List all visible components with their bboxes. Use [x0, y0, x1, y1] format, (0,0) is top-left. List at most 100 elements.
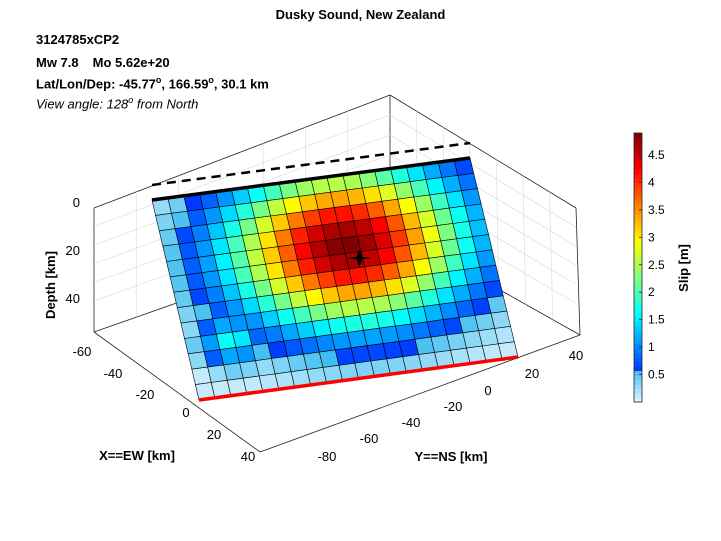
colorbar-swatch [634, 343, 642, 349]
fault-top-edge [151, 156, 471, 202]
y-tick-label: 20 [525, 366, 539, 381]
slip-cell [490, 310, 511, 329]
axis-edge [93, 94, 391, 209]
z-tick-label: 40 [66, 291, 80, 306]
colorbar-swatch [634, 209, 642, 215]
colorbar-swatch [634, 236, 642, 242]
y-tick-label: 40 [569, 348, 583, 363]
colorbar-swatch [634, 289, 642, 295]
location-line: Lat/Lon/Dep: -45.77o, 166.59o, 30.1 km [36, 75, 269, 92]
z-tick-label: 0 [73, 195, 80, 210]
x-tick-label: 40 [241, 449, 255, 464]
axis-edge [575, 207, 581, 336]
slip-cell [457, 172, 478, 192]
degree-symbol: o [208, 75, 214, 85]
axis-edge [93, 331, 261, 453]
axis-labels: Depth [km] X==EW [km] Y==NS [km] [43, 251, 487, 464]
colorbar: 0.5 1 1.5 2 2.5 3 3.5 4 4.5 [633, 132, 665, 403]
colorbar-swatch [634, 276, 642, 282]
colorbar-swatch [634, 307, 642, 313]
colorbar-tick-label: 3 [648, 230, 655, 244]
colorbar-tick-label: 0.5 [648, 368, 665, 382]
colorbar-swatch [634, 213, 642, 219]
colorbar-swatch [634, 393, 642, 399]
colorbar-swatch [634, 186, 642, 192]
grid-line [522, 175, 527, 305]
colorbar-swatch [634, 280, 642, 286]
colorbar-swatch [634, 316, 642, 322]
hypocenter-star [346, 249, 372, 268]
surface-trace-line [151, 141, 471, 187]
y-axis-label: Y==NS [km] [415, 449, 488, 464]
depth: 30.1 km [221, 76, 269, 92]
hypocenter-marker [346, 249, 372, 268]
fault-bottom-edge [198, 355, 519, 402]
slip-cell [494, 326, 515, 345]
colorbar-tick-label: 2 [648, 285, 655, 299]
grid-line [389, 134, 577, 247]
colorbar-swatch [634, 204, 642, 210]
colorbar-tick-label: 2.5 [648, 258, 665, 272]
colorbar-swatch [634, 245, 642, 251]
colorbar-swatch [634, 285, 642, 291]
event-id: 3124785xCP2 [36, 32, 120, 47]
colorbar-swatch [634, 195, 642, 201]
degree-symbol: o [155, 75, 162, 85]
view-angle: View angle: 128o from North [36, 95, 198, 111]
y-tick-label: -80 [318, 449, 337, 464]
z-axis-label: Depth [km] [43, 251, 58, 319]
y-tick-label: -60 [360, 431, 379, 446]
colorbar-frame [633, 132, 643, 403]
x-axis-label: X==EW [km] [99, 448, 175, 463]
colorbar-swatch [634, 294, 642, 300]
colorbar-swatch [634, 303, 642, 309]
colorbar-tick-label: 4.5 [648, 148, 665, 162]
colorbar-swatch [634, 325, 642, 331]
colorbar-swatch [634, 388, 642, 394]
magnitude-line: Mw 7.8 Mo 5.62e+20 [36, 55, 170, 70]
colorbar-tick-label: 1.5 [648, 313, 665, 327]
colorbar-swatch [634, 357, 642, 363]
x-tick-label: 0 [182, 405, 189, 420]
x-tick-label: -20 [136, 387, 155, 402]
slip-cell [468, 218, 489, 238]
colorbar-swatch [634, 168, 642, 174]
grid-line [389, 114, 577, 228]
colorbar-swatch [634, 155, 642, 161]
colorbar-swatch [634, 384, 642, 390]
slip-cells [151, 157, 519, 401]
axis-edge [259, 334, 581, 453]
slip-cell [472, 234, 493, 253]
colorbar-swatch [634, 137, 642, 143]
colorbar-swatch [634, 330, 642, 336]
slip-cell [464, 203, 486, 222]
y-tick-label: -20 [444, 399, 463, 414]
colorbar-swatch [634, 218, 642, 224]
x-tick-label: -40 [104, 366, 123, 381]
colorbar-tick-label: 4 [648, 175, 655, 189]
colorbar-tick-label: 1 [648, 340, 655, 354]
slip-cell [483, 280, 504, 299]
colorbar-swatch [634, 249, 642, 255]
z-tick-label: 20 [66, 243, 80, 258]
colorbar-swatch [634, 164, 642, 170]
view-prefix: View angle: 128 [36, 96, 129, 112]
colorbar-swatch [634, 298, 642, 304]
colorbar-swatch [634, 397, 642, 403]
colorbar-swatch [634, 361, 642, 367]
colorbar-swatch [634, 231, 642, 237]
colorbar-swatch [634, 173, 642, 179]
tick-labels: 0 20 40 -60 -40 -20 0 20 40 -80 -60 -40 -20 0 20 40 [66, 195, 584, 464]
grid-line [495, 159, 499, 290]
x-tick-label: 20 [207, 427, 221, 442]
colorbar-swatch [634, 370, 642, 376]
colorbar-swatch [634, 240, 642, 246]
y-tick-label: -40 [402, 415, 421, 430]
colorbar-swatch [634, 352, 642, 358]
x-tick-label: -60 [73, 344, 92, 359]
latitude: -45.77 [119, 76, 156, 92]
colorbar-swatch [634, 254, 642, 260]
colorbar-label: Slip [m] [676, 244, 691, 292]
chart-title: Dusky Sound, New Zealand [275, 7, 446, 22]
